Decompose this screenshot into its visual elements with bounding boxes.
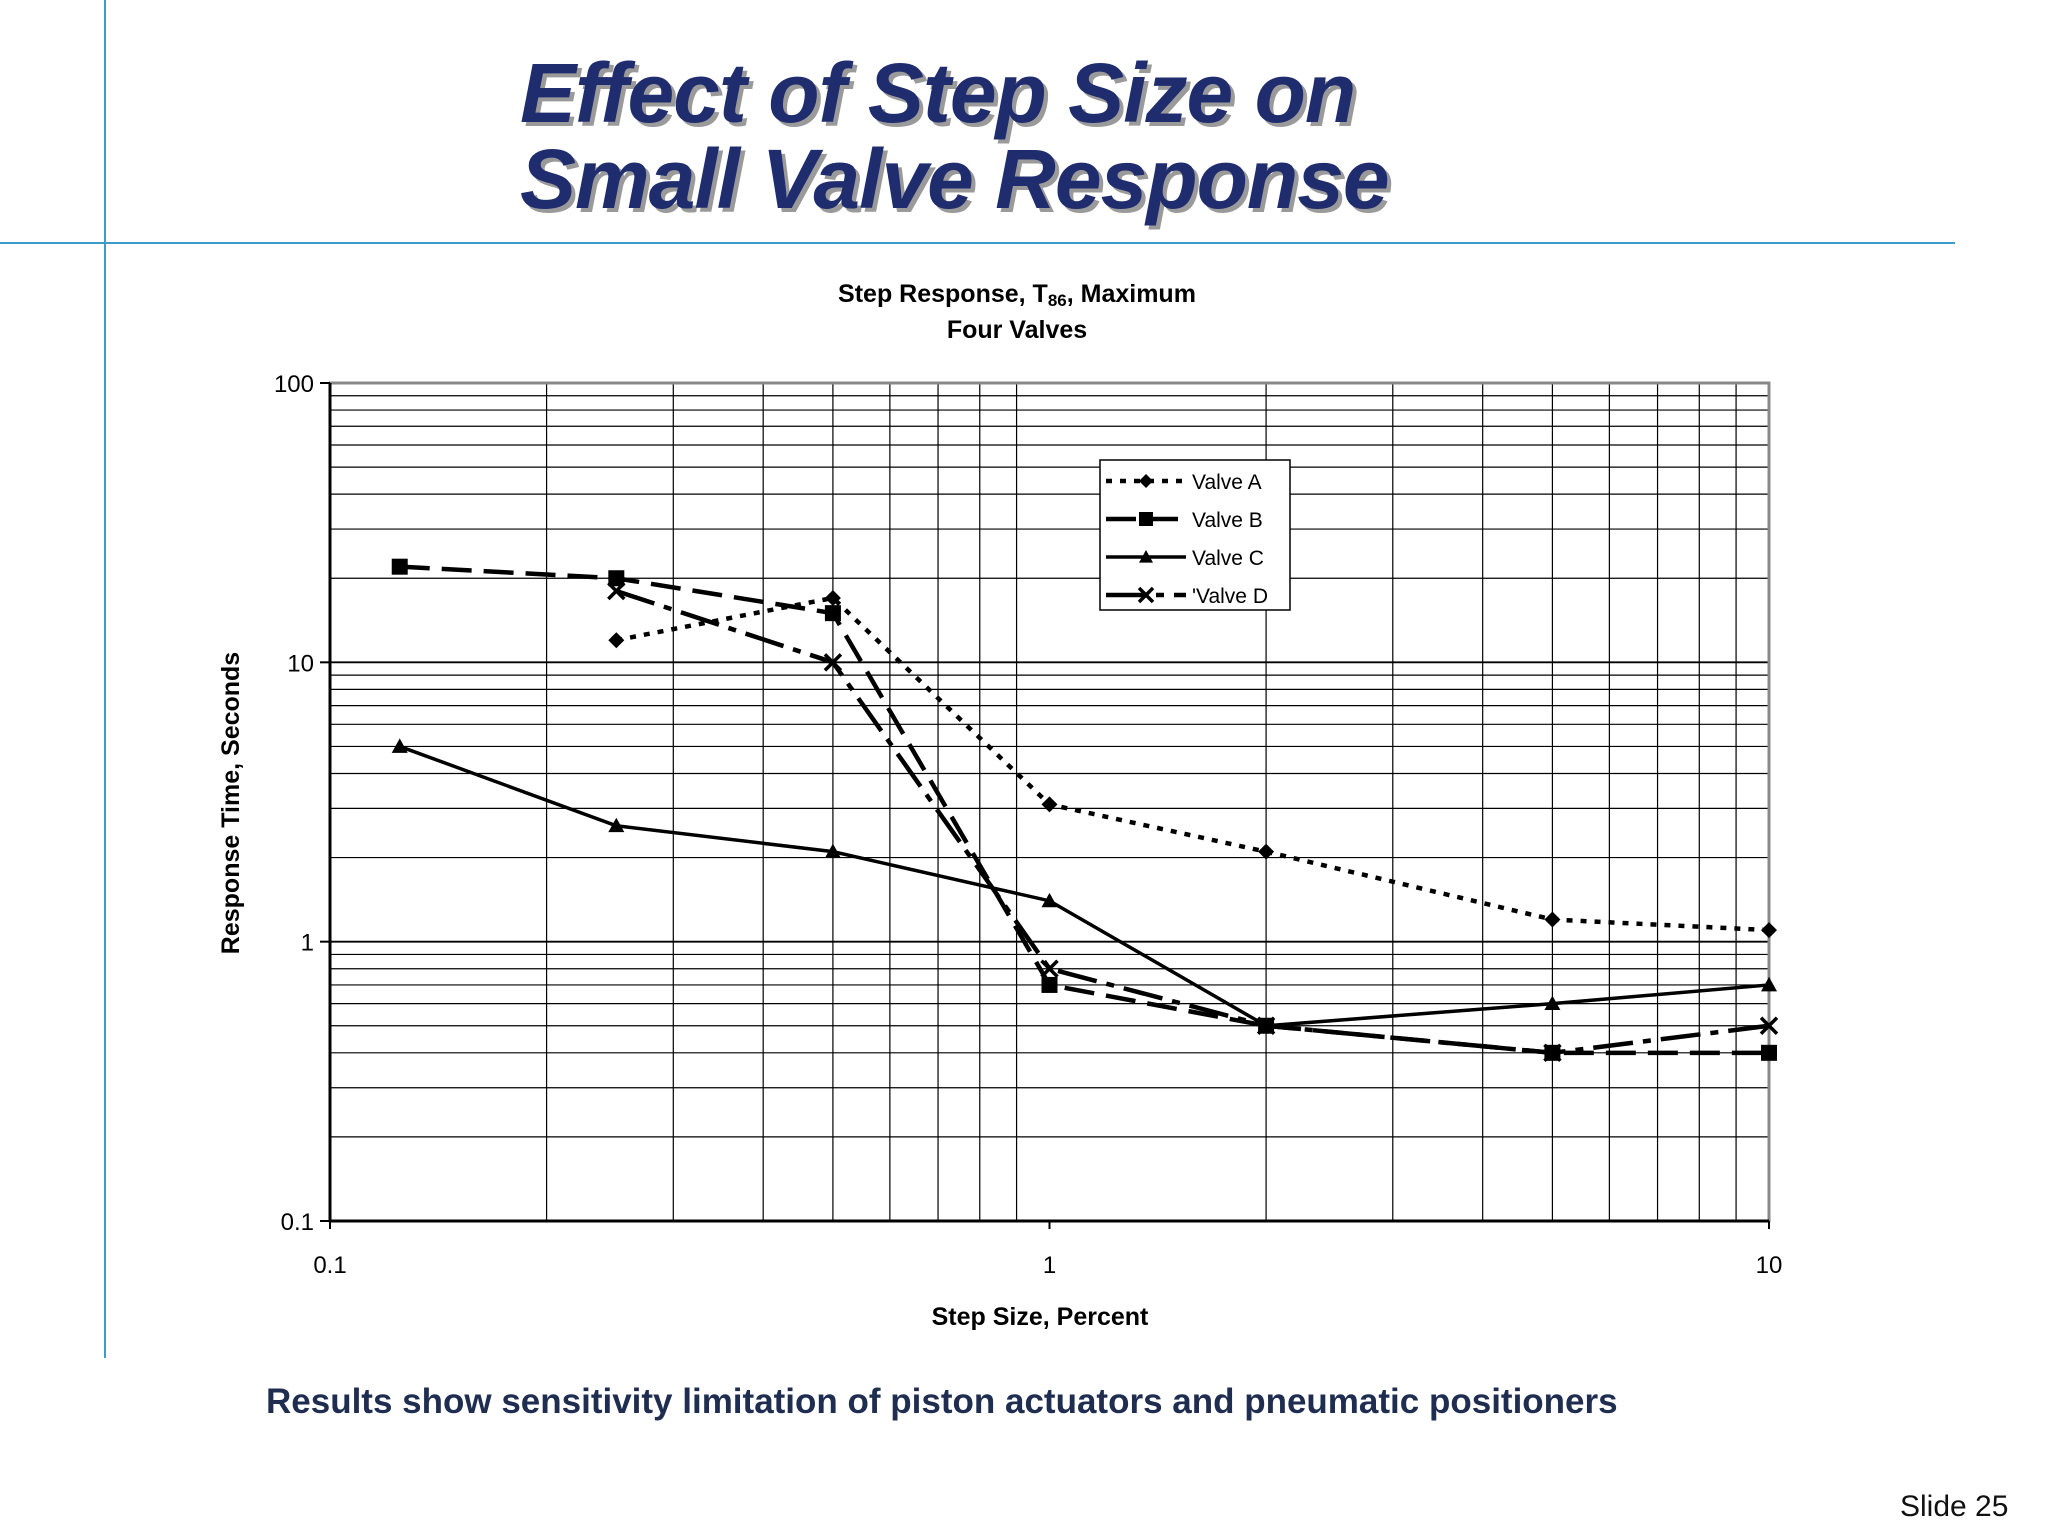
slide-title: Effect of Step Size on Small Valve Respo… bbox=[520, 50, 1520, 222]
legend-marker bbox=[1139, 474, 1153, 488]
data-point bbox=[1258, 843, 1275, 860]
slide-accent-vertical-line bbox=[104, 0, 106, 1358]
y-axis-label: Response Time, Seconds bbox=[217, 652, 245, 954]
legend-label: Valve A bbox=[1192, 471, 1262, 494]
data-point bbox=[1040, 959, 1059, 978]
data-point bbox=[1761, 976, 1777, 992]
tick-labels: 0.1 1 10 0.1 1 10 100 bbox=[274, 371, 1782, 1279]
series-line bbox=[615, 588, 1770, 1056]
chart-legend: Valve A Valve B Valve C 'Valve D bbox=[1099, 459, 1291, 611]
x-axis-label: Step Size, Percent bbox=[932, 1303, 1149, 1331]
data-point bbox=[1041, 892, 1058, 908]
data-point bbox=[608, 570, 625, 587]
chart-subtitle: Four Valves bbox=[947, 316, 1087, 344]
series-line bbox=[399, 744, 1770, 1028]
y-tick-label: 0.1 bbox=[281, 1209, 314, 1236]
data-point bbox=[1256, 1016, 1276, 1035]
data-point bbox=[824, 605, 841, 622]
data-point bbox=[823, 653, 843, 672]
slide-title-line-1: Effect of Step Size on bbox=[520, 46, 1356, 140]
series-line bbox=[615, 595, 1770, 933]
x-tick-label: 10 bbox=[1756, 1252, 1783, 1279]
data-point bbox=[1041, 976, 1058, 993]
legend-marker bbox=[1139, 512, 1153, 526]
legend-item: Valve A bbox=[1106, 471, 1262, 494]
data-series bbox=[391, 558, 1779, 1063]
legend-label: Valve B bbox=[1192, 509, 1263, 532]
chart-title: Step Response, T86, Maximum bbox=[838, 280, 1196, 310]
data-point bbox=[607, 581, 626, 601]
step-response-chart: Step Response, T86, Maximum Four Valves … bbox=[217, 280, 1782, 1331]
slide-caption: Results show sensitivity limitation of p… bbox=[266, 1382, 1618, 1421]
data-point bbox=[1543, 1043, 1562, 1063]
data-point bbox=[1761, 1044, 1777, 1061]
legend-item: Valve B bbox=[1106, 509, 1263, 532]
x-tick-label: 1 bbox=[1043, 1252, 1056, 1279]
y-tick-label: 10 bbox=[287, 650, 314, 677]
slide-accent-horizontal-line bbox=[0, 242, 1955, 244]
data-point bbox=[1544, 911, 1561, 928]
series-1 bbox=[608, 589, 1777, 939]
legend-box bbox=[1099, 459, 1291, 611]
legend-item: 'Valve D bbox=[1106, 585, 1268, 608]
data-point bbox=[608, 632, 625, 649]
data-point bbox=[824, 589, 841, 606]
data-point bbox=[391, 738, 408, 753]
x-tick-label: 0.1 bbox=[313, 1252, 346, 1279]
data-point bbox=[1761, 922, 1777, 939]
data-point bbox=[1544, 995, 1561, 1011]
data-point bbox=[608, 817, 625, 833]
data-point bbox=[391, 558, 408, 575]
chart-title-subscript: 86 bbox=[1048, 291, 1067, 310]
slide-number: Slide 25 bbox=[1900, 1490, 2009, 1523]
series-4 bbox=[607, 581, 1779, 1063]
legend-item: Valve C bbox=[1106, 547, 1264, 570]
legend-label: Valve C bbox=[1192, 547, 1264, 570]
legend-label: 'Valve D bbox=[1192, 585, 1268, 608]
data-point bbox=[824, 843, 841, 859]
legend-marker bbox=[1137, 586, 1155, 604]
y-tick-label: 1 bbox=[301, 930, 314, 957]
y-tick-label: 100 bbox=[274, 371, 314, 398]
data-point bbox=[1759, 1016, 1779, 1035]
slide-title-line-2: Small Valve Response bbox=[520, 132, 1390, 226]
data-point bbox=[1041, 796, 1058, 813]
legend-marker bbox=[1139, 550, 1153, 563]
series-3 bbox=[391, 738, 1777, 1033]
